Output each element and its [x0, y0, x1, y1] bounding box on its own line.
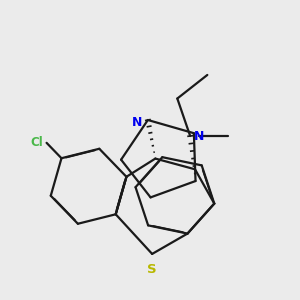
- Text: Cl: Cl: [31, 136, 44, 149]
- Text: N: N: [194, 130, 204, 142]
- Text: S: S: [147, 262, 157, 275]
- Text: N: N: [132, 116, 142, 129]
